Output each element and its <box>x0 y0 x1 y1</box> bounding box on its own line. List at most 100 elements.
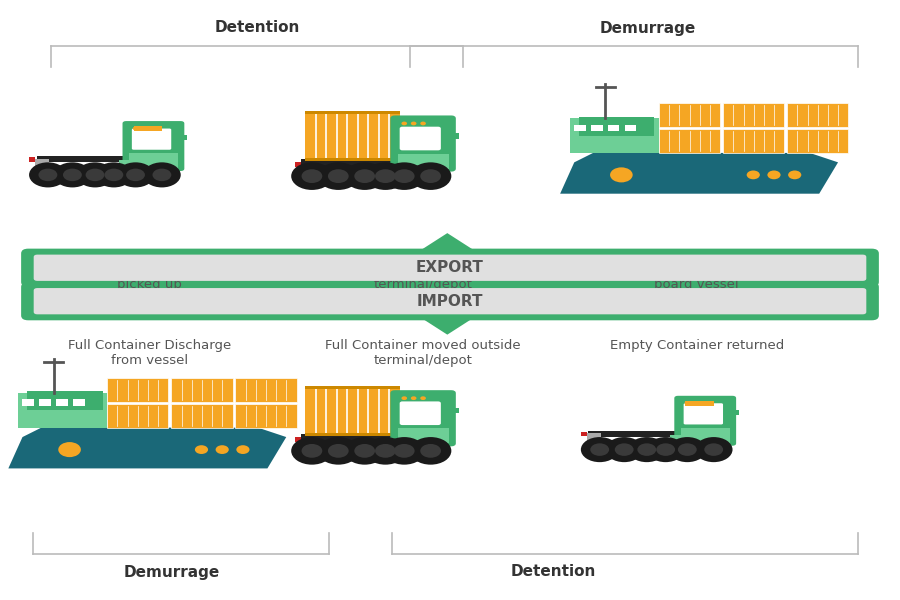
Circle shape <box>695 437 733 462</box>
Circle shape <box>364 437 406 464</box>
Circle shape <box>375 169 396 183</box>
Text: Empty Container
picked up: Empty Container picked up <box>94 263 205 291</box>
Circle shape <box>328 169 348 183</box>
Bar <box>35 158 49 170</box>
Text: Full Container loaded on
board vessel: Full Container loaded on board vessel <box>616 263 778 291</box>
Bar <box>398 154 448 169</box>
Circle shape <box>420 122 426 125</box>
Circle shape <box>318 437 359 464</box>
Circle shape <box>355 444 375 458</box>
Circle shape <box>63 169 82 181</box>
Text: Full Container moved inside
terminal/depot: Full Container moved inside terminal/dep… <box>330 263 516 291</box>
Circle shape <box>104 169 123 181</box>
Polygon shape <box>560 153 838 194</box>
FancyBboxPatch shape <box>21 282 879 320</box>
Bar <box>178 136 187 140</box>
Circle shape <box>95 163 132 187</box>
Bar <box>57 399 68 406</box>
Circle shape <box>344 163 385 190</box>
Circle shape <box>580 437 618 462</box>
Bar <box>40 399 50 406</box>
Circle shape <box>788 170 801 179</box>
Circle shape <box>126 169 145 181</box>
Circle shape <box>195 445 208 454</box>
Circle shape <box>383 163 425 190</box>
Bar <box>659 129 720 153</box>
Text: Empty Container returned: Empty Container returned <box>609 339 784 352</box>
Bar <box>29 157 35 162</box>
Bar <box>574 125 586 131</box>
Circle shape <box>54 163 91 187</box>
Circle shape <box>410 397 417 400</box>
Bar <box>22 399 34 406</box>
Bar <box>107 378 168 402</box>
Circle shape <box>669 437 707 462</box>
Polygon shape <box>8 428 286 469</box>
Circle shape <box>383 437 425 464</box>
Bar <box>301 159 437 169</box>
Bar <box>119 160 130 167</box>
Circle shape <box>292 163 333 190</box>
FancyBboxPatch shape <box>400 401 441 425</box>
Circle shape <box>694 401 699 405</box>
Circle shape <box>58 442 81 457</box>
Circle shape <box>678 443 697 456</box>
Bar <box>449 408 459 413</box>
FancyBboxPatch shape <box>131 128 171 150</box>
Circle shape <box>117 163 155 187</box>
FancyBboxPatch shape <box>21 248 879 287</box>
Polygon shape <box>422 233 472 249</box>
Circle shape <box>410 163 451 190</box>
Bar <box>626 125 636 131</box>
Circle shape <box>420 444 441 458</box>
Bar <box>580 432 587 436</box>
Circle shape <box>76 163 114 187</box>
Bar <box>398 428 448 443</box>
Bar <box>659 103 720 127</box>
Circle shape <box>132 127 139 130</box>
Circle shape <box>420 169 441 183</box>
Bar <box>295 163 301 167</box>
Bar <box>305 386 400 389</box>
Bar <box>570 118 659 153</box>
Bar <box>730 410 739 415</box>
Bar <box>236 404 297 428</box>
Bar <box>449 133 459 139</box>
Circle shape <box>151 127 158 130</box>
Bar <box>107 404 168 428</box>
Circle shape <box>302 169 322 183</box>
Bar <box>37 156 136 163</box>
Bar <box>788 103 849 127</box>
Circle shape <box>647 437 685 462</box>
Circle shape <box>705 443 723 456</box>
Circle shape <box>747 170 760 179</box>
Text: Detention: Detention <box>510 565 596 580</box>
Bar <box>305 158 400 161</box>
Bar <box>129 153 178 169</box>
FancyBboxPatch shape <box>122 121 184 171</box>
Circle shape <box>344 437 385 464</box>
Circle shape <box>610 167 633 182</box>
Bar <box>608 125 619 131</box>
Circle shape <box>29 163 67 187</box>
Circle shape <box>364 163 406 190</box>
Bar <box>589 431 688 437</box>
FancyBboxPatch shape <box>684 403 723 424</box>
FancyBboxPatch shape <box>33 254 867 281</box>
Circle shape <box>628 437 666 462</box>
Bar <box>171 404 232 428</box>
Circle shape <box>703 401 709 405</box>
Text: Detention: Detention <box>214 20 300 35</box>
Circle shape <box>355 169 375 183</box>
Circle shape <box>656 443 675 456</box>
Text: EXPORT: EXPORT <box>416 260 484 275</box>
FancyBboxPatch shape <box>400 127 441 151</box>
Circle shape <box>328 444 348 458</box>
Circle shape <box>606 437 643 462</box>
Text: Demurrage: Demurrage <box>599 20 696 35</box>
Bar <box>73 399 85 406</box>
Circle shape <box>637 443 656 456</box>
Bar <box>301 434 437 443</box>
FancyBboxPatch shape <box>391 390 455 446</box>
Text: Full Container moved outside
terminal/depot: Full Container moved outside terminal/de… <box>325 339 521 367</box>
